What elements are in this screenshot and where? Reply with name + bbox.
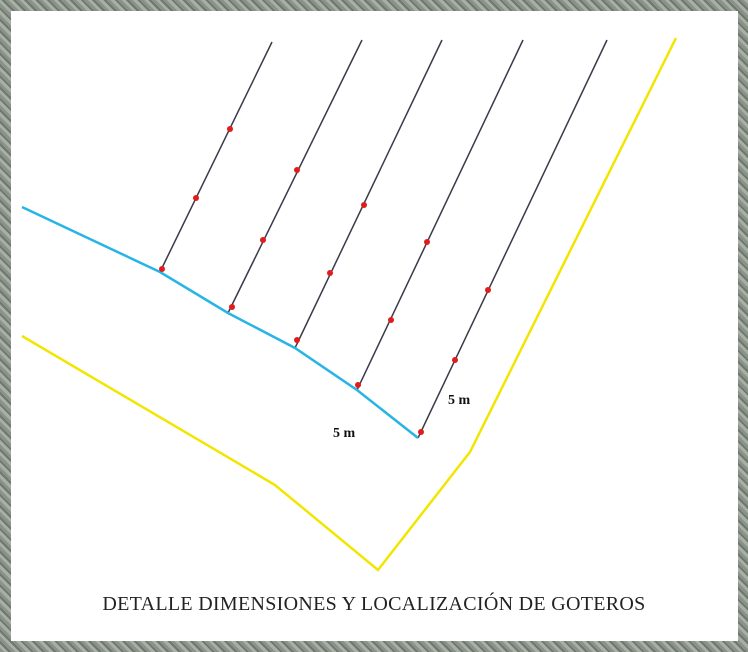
emitter: [227, 126, 233, 132]
spacing-label: 5 m: [448, 393, 471, 408]
emitter: [361, 202, 367, 208]
drip-line: [418, 40, 607, 438]
emitter: [294, 337, 300, 343]
title: DETALLE DIMENSIONES Y LOCALIZACIÓN DE GO…: [102, 591, 645, 615]
drip-lines: [160, 40, 607, 438]
emitter: [452, 357, 458, 363]
emitter: [424, 239, 430, 245]
emitter: [229, 304, 235, 310]
emitter: [485, 287, 491, 293]
diagram: 5 m 5 m DETALLE DIMENSIONES Y LOCALIZACI…: [0, 0, 748, 652]
emitter: [260, 237, 266, 243]
emitter: [294, 167, 300, 173]
drip-line: [160, 42, 272, 272]
drip-line: [295, 40, 442, 348]
emitter: [159, 266, 165, 272]
emitter: [193, 195, 199, 201]
emitter: [355, 382, 361, 388]
frame: 5 m 5 m DETALLE DIMENSIONES Y LOCALIZACI…: [0, 0, 748, 652]
drip-line: [357, 40, 523, 390]
main-pipe: [22, 207, 418, 438]
emitter: [327, 270, 333, 276]
boundary: [22, 38, 676, 570]
drip-line: [228, 40, 362, 313]
spacing-label: 5 m: [333, 426, 356, 441]
emitter: [388, 317, 394, 323]
emitter: [418, 429, 424, 435]
